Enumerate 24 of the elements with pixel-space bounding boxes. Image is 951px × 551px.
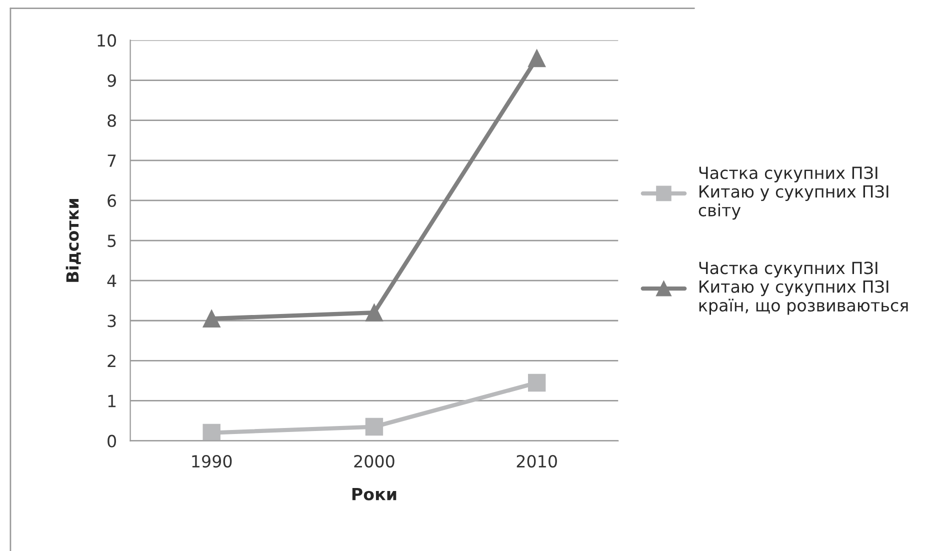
point	[528, 49, 546, 68]
legend-label: Частка сукупних ПЗІ Китаю у сукупних ПЗІ світу	[698, 166, 888, 220]
point	[365, 304, 384, 322]
y-tick-label: 0	[108, 434, 116, 448]
x-tick-label: 2010	[516, 454, 557, 468]
y-tick-label: 3	[108, 314, 116, 328]
point	[528, 374, 546, 392]
y-tick-label: 8	[108, 114, 116, 127]
legend-label: Частка сукупних ПЗІ Китаю у сукупних ПЗІ країн, що розвиваються	[699, 262, 908, 315]
x-axis-title: Роки	[352, 488, 396, 500]
y-tick-label: 6	[108, 194, 116, 208]
point	[202, 424, 220, 441]
y-tick-label: 5	[108, 234, 116, 248]
y-tick-label: 4	[107, 274, 116, 287]
y-axis-title: Відсотки	[66, 198, 81, 282]
y-tick-label: 7	[108, 154, 116, 167]
x-tick-label: 2000	[354, 454, 394, 468]
y-tick-label: 10	[98, 34, 116, 47]
y-tick-label: 1	[108, 394, 116, 408]
point	[202, 310, 220, 328]
y-tick-label: 9	[108, 74, 116, 87]
point	[365, 418, 384, 436]
y-tick-label: 2	[108, 354, 116, 368]
x-tick-label: 1990	[192, 454, 232, 468]
